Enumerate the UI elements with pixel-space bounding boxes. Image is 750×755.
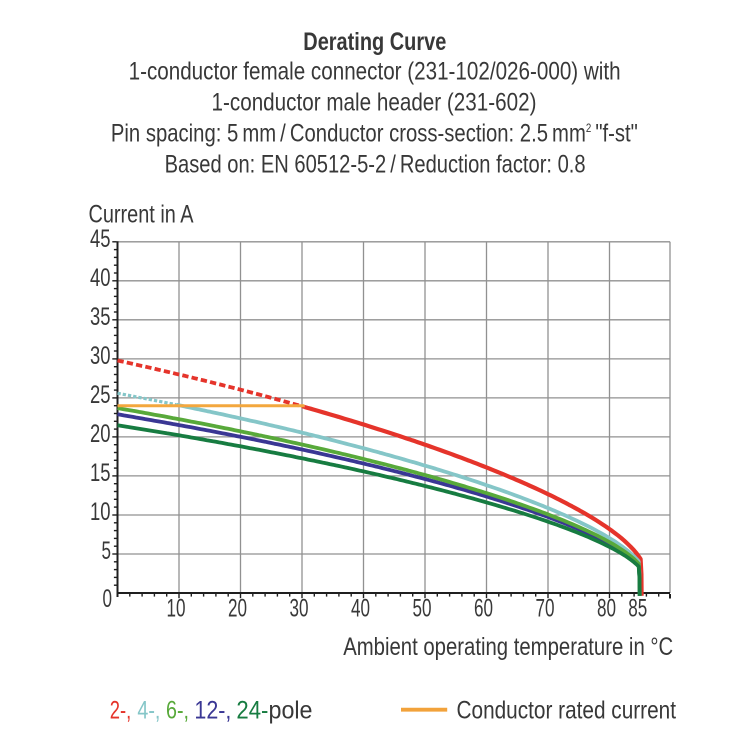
svg-text:50: 50 (413, 595, 432, 623)
svg-text:40: 40 (351, 595, 370, 623)
svg-text:20: 20 (90, 420, 111, 448)
svg-text:25: 25 (90, 381, 111, 409)
svg-text:20: 20 (228, 595, 247, 623)
svg-text:10: 10 (167, 595, 186, 623)
svg-text:30: 30 (90, 342, 111, 370)
svg-text:40: 40 (90, 264, 111, 292)
svg-text:1-conductor male header (231-6: 1-conductor male header (231-602) (212, 89, 537, 117)
svg-text:80: 80 (597, 595, 616, 623)
svg-text:30: 30 (290, 595, 309, 623)
svg-text:Conductor rated current: Conductor rated current (457, 696, 677, 724)
svg-text:12-,: 12-, (194, 697, 231, 725)
svg-text:24-: 24- (236, 697, 268, 725)
svg-text:Current in A: Current in A (89, 201, 194, 229)
svg-text:pole: pole (269, 697, 313, 725)
svg-text:85: 85 (628, 595, 647, 623)
svg-text:45: 45 (90, 225, 111, 253)
svg-text:6-,: 6-, (166, 697, 189, 725)
svg-text:5: 5 (102, 537, 112, 565)
svg-text:Pin spacing: 5 mm / Conductor: Pin spacing: 5 mm / Conductor cross-sect… (111, 120, 638, 148)
svg-text:Ambient operating temperature: Ambient operating temperature in °C (343, 633, 673, 661)
svg-text:60: 60 (474, 595, 493, 623)
svg-text:4-,: 4-, (137, 697, 160, 725)
svg-text:Based on: EN 60512-5-2 / Reduc: Based on: EN 60512-5-2 / Reduction facto… (165, 151, 586, 179)
svg-text:0: 0 (103, 585, 113, 613)
svg-text:1-conductor female connector (: 1-conductor female connector (231-102/02… (129, 58, 621, 86)
svg-text:2-,: 2-, (110, 697, 132, 725)
svg-text:Derating Curve: Derating Curve (303, 28, 446, 56)
svg-text:70: 70 (536, 595, 555, 623)
svg-text:10: 10 (90, 498, 111, 526)
svg-text:35: 35 (90, 303, 111, 331)
svg-text:15: 15 (90, 459, 111, 487)
